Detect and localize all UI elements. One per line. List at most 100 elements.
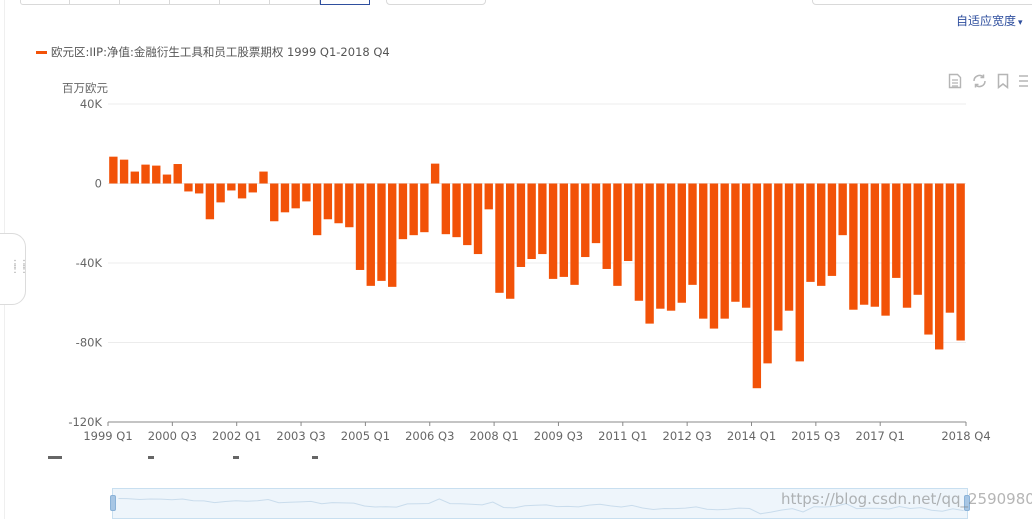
bar[interactable]	[398, 183, 408, 240]
bar[interactable]	[473, 183, 483, 255]
top-dropdown[interactable]	[386, 0, 486, 5]
bar[interactable]	[623, 183, 633, 262]
bar[interactable]	[581, 183, 590, 258]
bar[interactable]	[752, 183, 762, 389]
bar[interactable]	[463, 183, 472, 246]
bar[interactable]	[248, 183, 257, 193]
bar[interactable]	[956, 183, 965, 341]
bar[interactable]	[881, 183, 890, 316]
bar[interactable]	[945, 183, 955, 313]
bar[interactable]	[849, 183, 858, 310]
bar[interactable]	[484, 183, 493, 210]
bar[interactable]	[902, 183, 912, 308]
bar[interactable]	[302, 183, 311, 202]
bar[interactable]	[141, 164, 150, 184]
bar[interactable]	[184, 183, 193, 192]
period-tab-6[interactable]	[270, 0, 320, 5]
bar[interactable]	[859, 183, 869, 305]
bar[interactable]	[699, 183, 708, 319]
bar[interactable]	[666, 183, 676, 311]
side-panel-handle[interactable]: ⋮⋮ ⋮⋮	[0, 233, 29, 305]
bar[interactable]	[355, 183, 365, 270]
bar[interactable]	[409, 183, 418, 236]
bar[interactable]	[774, 183, 783, 331]
bar[interactable]	[613, 183, 622, 286]
bar[interactable]	[827, 183, 837, 276]
x-tick-label: 2000 Q3	[148, 429, 197, 443]
chart-legend-item[interactable]: 欧元区:IIP:净值:金融衍生工具和员工股票期权 1999 Q1-2018 Q4	[36, 44, 390, 60]
bar[interactable]	[527, 183, 536, 260]
bar[interactable]	[216, 183, 225, 203]
bar[interactable]	[227, 183, 236, 191]
slider-right-handle[interactable]	[964, 495, 970, 511]
bar[interactable]	[420, 183, 429, 233]
bar[interactable]	[173, 164, 182, 184]
bar[interactable]	[913, 183, 922, 295]
bar[interactable]	[688, 183, 697, 285]
bar[interactable]	[806, 183, 815, 282]
bar[interactable]	[109, 156, 118, 184]
bar[interactable]	[312, 183, 322, 236]
bar[interactable]	[570, 183, 579, 285]
bar[interactable]	[731, 183, 740, 302]
bar[interactable]	[559, 183, 568, 277]
bar[interactable]	[784, 183, 794, 311]
period-tab-3[interactable]	[120, 0, 170, 5]
top-search-box[interactable]	[812, 0, 1032, 5]
bar[interactable]	[870, 183, 880, 307]
refresh-icon[interactable]	[971, 73, 988, 93]
bar[interactable]	[345, 183, 354, 228]
bar[interactable]	[194, 183, 204, 194]
bar[interactable]	[838, 183, 847, 236]
bar[interactable]	[924, 183, 933, 335]
adaptive-width-dropdown[interactable]: 自适应宽度 ▾	[956, 12, 1023, 29]
period-tab-active[interactable]	[320, 0, 370, 5]
bar[interactable]	[817, 183, 826, 286]
period-tab-4[interactable]	[170, 0, 220, 5]
bar[interactable]	[259, 171, 268, 184]
bar[interactable]	[656, 183, 665, 309]
bar[interactable]	[280, 183, 290, 213]
bar[interactable]	[720, 183, 729, 319]
bar[interactable]	[291, 183, 300, 209]
menu-icon[interactable]	[1018, 73, 1028, 93]
bookmark-icon[interactable]	[997, 73, 1009, 93]
period-tab-1[interactable]	[20, 0, 70, 5]
bar[interactable]	[591, 183, 601, 244]
bar[interactable]	[377, 183, 386, 281]
slider-left-handle[interactable]	[110, 495, 116, 511]
data-zoom-slider[interactable]	[110, 488, 970, 519]
bar[interactable]	[935, 183, 944, 350]
bar[interactable]	[506, 183, 515, 299]
bar[interactable]	[795, 183, 804, 362]
bar[interactable]	[709, 183, 719, 329]
bar[interactable]	[441, 183, 451, 235]
bar[interactable]	[763, 183, 772, 364]
bar[interactable]	[152, 165, 161, 184]
data-view-icon[interactable]	[948, 73, 962, 93]
bar[interactable]	[452, 183, 461, 238]
bar[interactable]	[892, 183, 901, 278]
bar[interactable]	[323, 183, 333, 220]
bar[interactable]	[119, 159, 129, 184]
period-tab-2[interactable]	[70, 0, 120, 5]
bar[interactable]	[677, 183, 686, 303]
bar[interactable]	[495, 183, 504, 293]
bar[interactable]	[516, 183, 526, 267]
bar[interactable]	[741, 183, 751, 308]
bar[interactable]	[130, 171, 139, 184]
bar[interactable]	[548, 183, 558, 279]
bar[interactable]	[388, 183, 397, 287]
bar[interactable]	[538, 183, 547, 255]
bar[interactable]	[334, 183, 343, 224]
bar[interactable]	[366, 183, 375, 286]
period-tab-5[interactable]	[220, 0, 270, 5]
bar[interactable]	[602, 183, 611, 269]
bar[interactable]	[645, 183, 654, 324]
bar[interactable]	[270, 183, 279, 222]
bar[interactable]	[205, 183, 215, 220]
bar[interactable]	[634, 183, 644, 301]
bar[interactable]	[430, 163, 440, 184]
bar[interactable]	[237, 183, 247, 199]
bar[interactable]	[162, 174, 172, 184]
